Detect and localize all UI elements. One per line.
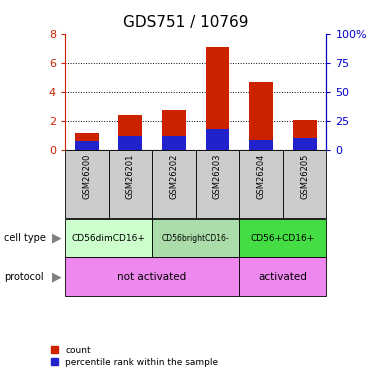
Text: CD56+CD16+: CD56+CD16+: [251, 234, 315, 243]
Text: GSM26205: GSM26205: [300, 153, 309, 199]
Bar: [206, 47, 230, 150]
Text: GSM26200: GSM26200: [82, 153, 91, 199]
Text: protocol: protocol: [4, 272, 43, 282]
Bar: [65, 257, 239, 296]
Bar: [118, 115, 142, 150]
Text: cell type: cell type: [4, 233, 46, 243]
Bar: [162, 136, 186, 150]
Bar: [249, 82, 273, 150]
Text: GSM26201: GSM26201: [126, 153, 135, 199]
Text: GSM26202: GSM26202: [170, 153, 178, 199]
Bar: [283, 150, 326, 217]
Bar: [239, 150, 283, 217]
Text: GDS751 / 10769: GDS751 / 10769: [123, 15, 248, 30]
Text: GSM26203: GSM26203: [213, 153, 222, 199]
Bar: [152, 150, 196, 217]
Text: ▶: ▶: [52, 232, 61, 244]
Text: ▶: ▶: [52, 270, 61, 283]
Text: GSM26204: GSM26204: [257, 153, 266, 199]
Bar: [293, 138, 317, 150]
Text: CD56brightCD16-: CD56brightCD16-: [162, 234, 230, 243]
Bar: [196, 150, 239, 217]
Bar: [152, 219, 239, 257]
Bar: [118, 136, 142, 150]
Bar: [249, 140, 273, 150]
Text: CD56dimCD16+: CD56dimCD16+: [72, 234, 145, 243]
Bar: [65, 219, 152, 257]
Bar: [206, 129, 230, 150]
Bar: [109, 150, 152, 217]
Text: activated: activated: [259, 272, 307, 282]
Bar: [239, 257, 326, 296]
Bar: [239, 219, 326, 257]
Bar: [75, 133, 99, 150]
Legend: count, percentile rank within the sample: count, percentile rank within the sample: [51, 346, 219, 367]
Bar: [162, 110, 186, 150]
Bar: [293, 120, 317, 150]
Bar: [75, 141, 99, 150]
Bar: [65, 150, 109, 217]
Text: not activated: not activated: [118, 272, 187, 282]
